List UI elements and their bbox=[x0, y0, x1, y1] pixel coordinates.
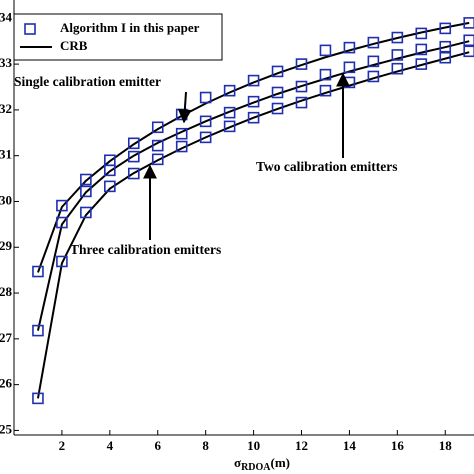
marker bbox=[319, 84, 332, 97]
annotation: Two calibration emitters bbox=[256, 159, 397, 174]
marker bbox=[295, 96, 308, 109]
marker bbox=[127, 137, 140, 150]
marker bbox=[463, 34, 474, 47]
x-tick-label: 10 bbox=[247, 438, 260, 453]
y-tick-label: 34 bbox=[0, 9, 13, 24]
y-tick-label: 33 bbox=[0, 55, 13, 70]
legend: Algorithm I in this paper CRB bbox=[13, 13, 223, 61]
y-tick-label: 31 bbox=[0, 147, 12, 162]
marker bbox=[104, 180, 116, 193]
marker bbox=[223, 106, 236, 119]
x-tick-label: 18 bbox=[439, 438, 453, 453]
y-tick-label: 27 bbox=[0, 330, 13, 345]
marker bbox=[247, 74, 260, 87]
legend-marker bbox=[24, 23, 36, 35]
marker bbox=[463, 17, 474, 29]
x-tick-label: 12 bbox=[295, 438, 308, 453]
arrow bbox=[177, 91, 192, 124]
marker bbox=[32, 265, 44, 278]
marker bbox=[439, 40, 452, 53]
x-tick-label: 8 bbox=[202, 438, 209, 453]
y-tick-label: 26 bbox=[0, 376, 13, 391]
marker bbox=[415, 27, 428, 40]
marker bbox=[32, 324, 44, 337]
marker bbox=[80, 173, 92, 186]
marker bbox=[56, 199, 68, 212]
x-tick-label: 14 bbox=[343, 438, 357, 453]
crb-line bbox=[36, 51, 470, 399]
marker bbox=[391, 49, 404, 61]
marker bbox=[343, 61, 356, 74]
y-tick-label: 29 bbox=[0, 238, 13, 253]
marker bbox=[343, 41, 356, 54]
marker bbox=[391, 31, 404, 44]
marker bbox=[271, 65, 284, 78]
marker bbox=[463, 45, 474, 58]
marker bbox=[199, 131, 212, 144]
marker bbox=[367, 36, 380, 49]
marker bbox=[80, 206, 92, 219]
marker bbox=[127, 167, 140, 180]
x-label-symbol: σ bbox=[234, 455, 241, 470]
marker bbox=[199, 91, 212, 104]
crb-line bbox=[37, 21, 470, 273]
y-tick-label: 32 bbox=[0, 101, 12, 116]
marker bbox=[151, 139, 164, 152]
marker bbox=[439, 22, 452, 35]
marker bbox=[439, 51, 452, 64]
marker bbox=[319, 68, 332, 81]
marker bbox=[271, 102, 284, 115]
marker bbox=[271, 86, 284, 99]
x-label-unit: (m) bbox=[271, 455, 291, 470]
marker bbox=[104, 164, 116, 177]
marker bbox=[319, 44, 332, 57]
legend-label: CRB bbox=[60, 38, 88, 53]
x-tick-label: 4 bbox=[107, 438, 114, 453]
marker bbox=[80, 185, 92, 198]
marker bbox=[199, 115, 212, 128]
annotation: Three calibration emitters bbox=[70, 242, 221, 257]
marker bbox=[223, 84, 236, 97]
x-tick-label: 16 bbox=[391, 438, 405, 453]
marker bbox=[247, 95, 260, 108]
marker bbox=[415, 43, 428, 56]
x-axis-label: σRDOA(m) bbox=[234, 455, 290, 473]
marker bbox=[32, 392, 44, 405]
x-label-subscript: RDOA bbox=[241, 462, 271, 473]
marker bbox=[223, 120, 236, 133]
marker bbox=[151, 153, 164, 166]
marker bbox=[367, 55, 380, 68]
marker bbox=[56, 216, 68, 229]
x-tick-label: 2 bbox=[59, 438, 66, 453]
marker bbox=[295, 80, 308, 93]
marker bbox=[295, 58, 308, 70]
y-tick-label: 30 bbox=[0, 192, 12, 207]
marker bbox=[56, 255, 68, 268]
marker bbox=[175, 140, 188, 153]
legend-label: Algorithm I in this paper bbox=[60, 20, 200, 35]
marker bbox=[367, 70, 380, 83]
marker bbox=[415, 58, 428, 70]
annotation: Single calibration emitter bbox=[14, 74, 161, 89]
y-tick-label: 28 bbox=[0, 284, 13, 299]
marker bbox=[391, 62, 404, 75]
crb-line bbox=[36, 40, 470, 331]
legend-box bbox=[13, 13, 223, 61]
marker bbox=[175, 127, 188, 140]
marker bbox=[151, 121, 164, 134]
x-tick-label: 6 bbox=[155, 438, 162, 453]
marker bbox=[127, 150, 140, 163]
y-tick-label: 25 bbox=[0, 421, 13, 436]
marker bbox=[247, 111, 260, 124]
